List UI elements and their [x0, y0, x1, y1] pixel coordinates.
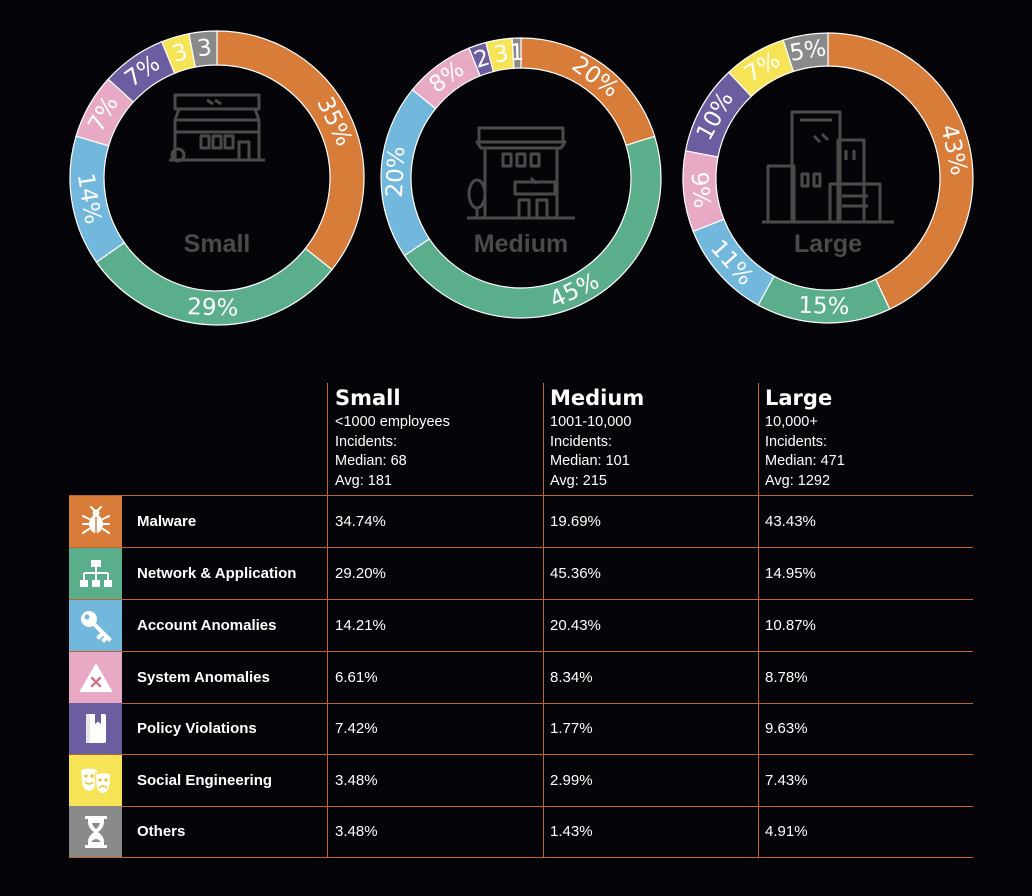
- theater-masks-icon: [69, 755, 122, 806]
- segment-label: 1: [509, 40, 524, 66]
- segment-label: 3: [196, 35, 213, 62]
- column-desc: Incidents:: [765, 433, 828, 450]
- column-desc: 10,000+: [765, 414, 818, 430]
- cell-large: 4.91%: [765, 823, 808, 840]
- donut-segment: [403, 135, 662, 319]
- segment-label: 15%: [798, 293, 850, 321]
- column-title: Small: [335, 386, 401, 410]
- column-desc: Incidents:: [550, 433, 613, 450]
- donut-segment: [511, 37, 522, 69]
- category-label: Network & Application: [137, 565, 297, 582]
- store-building-icon: [467, 126, 575, 220]
- donut-segment: [827, 32, 974, 310]
- table-row: Others 3.48% 1.43% 4.91%: [69, 806, 973, 858]
- column-desc: Avg: 1292: [765, 472, 831, 489]
- category-label: System Anomalies: [137, 669, 270, 686]
- cell-medium: 8.34%: [550, 669, 593, 686]
- segment-label: 3: [492, 41, 511, 69]
- column-title: Medium: [550, 386, 645, 410]
- hourglass-icon: [69, 806, 122, 857]
- warning-x-icon: [69, 652, 122, 703]
- column-desc: Incidents:: [335, 433, 398, 450]
- cell-large: 8.78%: [765, 669, 808, 686]
- table-row: Policy Violations 7.42% 1.77% 9.63%: [69, 703, 973, 755]
- book-icon: [69, 703, 122, 754]
- cell-medium: 1.77%: [550, 720, 593, 737]
- table-row: Social Engineering 3.48% 2.99% 7.43%: [69, 755, 973, 807]
- column-divider: [758, 383, 759, 857]
- cell-medium: 2.99%: [550, 772, 593, 789]
- segment-label: 29%: [187, 294, 239, 322]
- column-header-small: Small <1000 employees Incidents: Median:…: [335, 383, 535, 491]
- segment-label: 3: [169, 39, 190, 68]
- column-divider: [543, 383, 544, 857]
- category-label: Policy Violations: [137, 720, 257, 737]
- cell-medium: 45.36%: [550, 565, 601, 582]
- cell-small: 34.74%: [335, 513, 386, 530]
- segment-label: 5%: [788, 35, 828, 66]
- cell-large: 9.63%: [765, 720, 808, 737]
- donut-center-label: Medium: [474, 230, 568, 258]
- donut-segment: [782, 32, 829, 73]
- cell-small: 3.48%: [335, 772, 378, 789]
- cell-large: 7.43%: [765, 772, 808, 789]
- column-header-large: Large 10,000+ Incidents: Median: 471 Avg…: [765, 383, 965, 491]
- table-row: Account Anomalies 14.21% 20.43% 10.87%: [69, 600, 973, 652]
- column-desc: Avg: 181: [335, 472, 392, 489]
- cell-medium: 20.43%: [550, 617, 601, 634]
- category-label: Account Anomalies: [137, 617, 277, 634]
- donut-center-label: Small: [184, 230, 251, 258]
- table-row: Network & Application 29.20% 45.36% 14.9…: [69, 548, 973, 600]
- table-row: System Anomalies 6.61% 8.34% 8.78%: [69, 652, 973, 704]
- storefront-icon: [169, 93, 265, 163]
- column-desc: Median: 471: [765, 453, 845, 469]
- column-title: Large: [765, 386, 833, 410]
- column-desc: Median: 101: [550, 453, 630, 469]
- column-divider: [327, 383, 328, 857]
- cell-small: 7.42%: [335, 720, 378, 737]
- cell-small: 29.20%: [335, 565, 386, 582]
- column-desc: 1001-10,000: [550, 414, 632, 430]
- cell-small: 14.21%: [335, 617, 386, 634]
- column-desc: Avg: 215: [550, 472, 607, 489]
- table-row: Malware 34.74% 19.69% 43.43%: [69, 495, 973, 548]
- column-desc: <1000 employees: [335, 414, 450, 430]
- office-buildings-icon: [762, 110, 894, 224]
- category-label: Malware: [137, 513, 197, 530]
- bug-icon: [69, 496, 122, 547]
- cell-small: 3.48%: [335, 823, 378, 840]
- donut-chart-large: 43%15%11%9%10%7% 5%Large: [682, 32, 974, 324]
- column-header-medium: Medium 1001-10,000 Incidents: Median: 10…: [550, 383, 750, 491]
- donut-segment: [188, 30, 218, 68]
- segment-label: 9%: [685, 171, 714, 210]
- cell-large: 10.87%: [765, 617, 816, 634]
- key-icon: [69, 600, 122, 651]
- cell-small: 6.61%: [335, 669, 378, 686]
- column-desc: Median: 68: [335, 453, 407, 469]
- cell-medium: 1.43%: [550, 823, 593, 840]
- cell-medium: 19.69%: [550, 513, 601, 530]
- category-label: Others: [137, 823, 186, 840]
- cell-large: 43.43%: [765, 513, 816, 530]
- cell-large: 14.95%: [765, 565, 816, 582]
- network-icon: [69, 548, 122, 599]
- donut-center-label: Large: [794, 230, 862, 258]
- segment-label: 20%: [382, 146, 410, 198]
- category-label: Social Engineering: [137, 772, 273, 789]
